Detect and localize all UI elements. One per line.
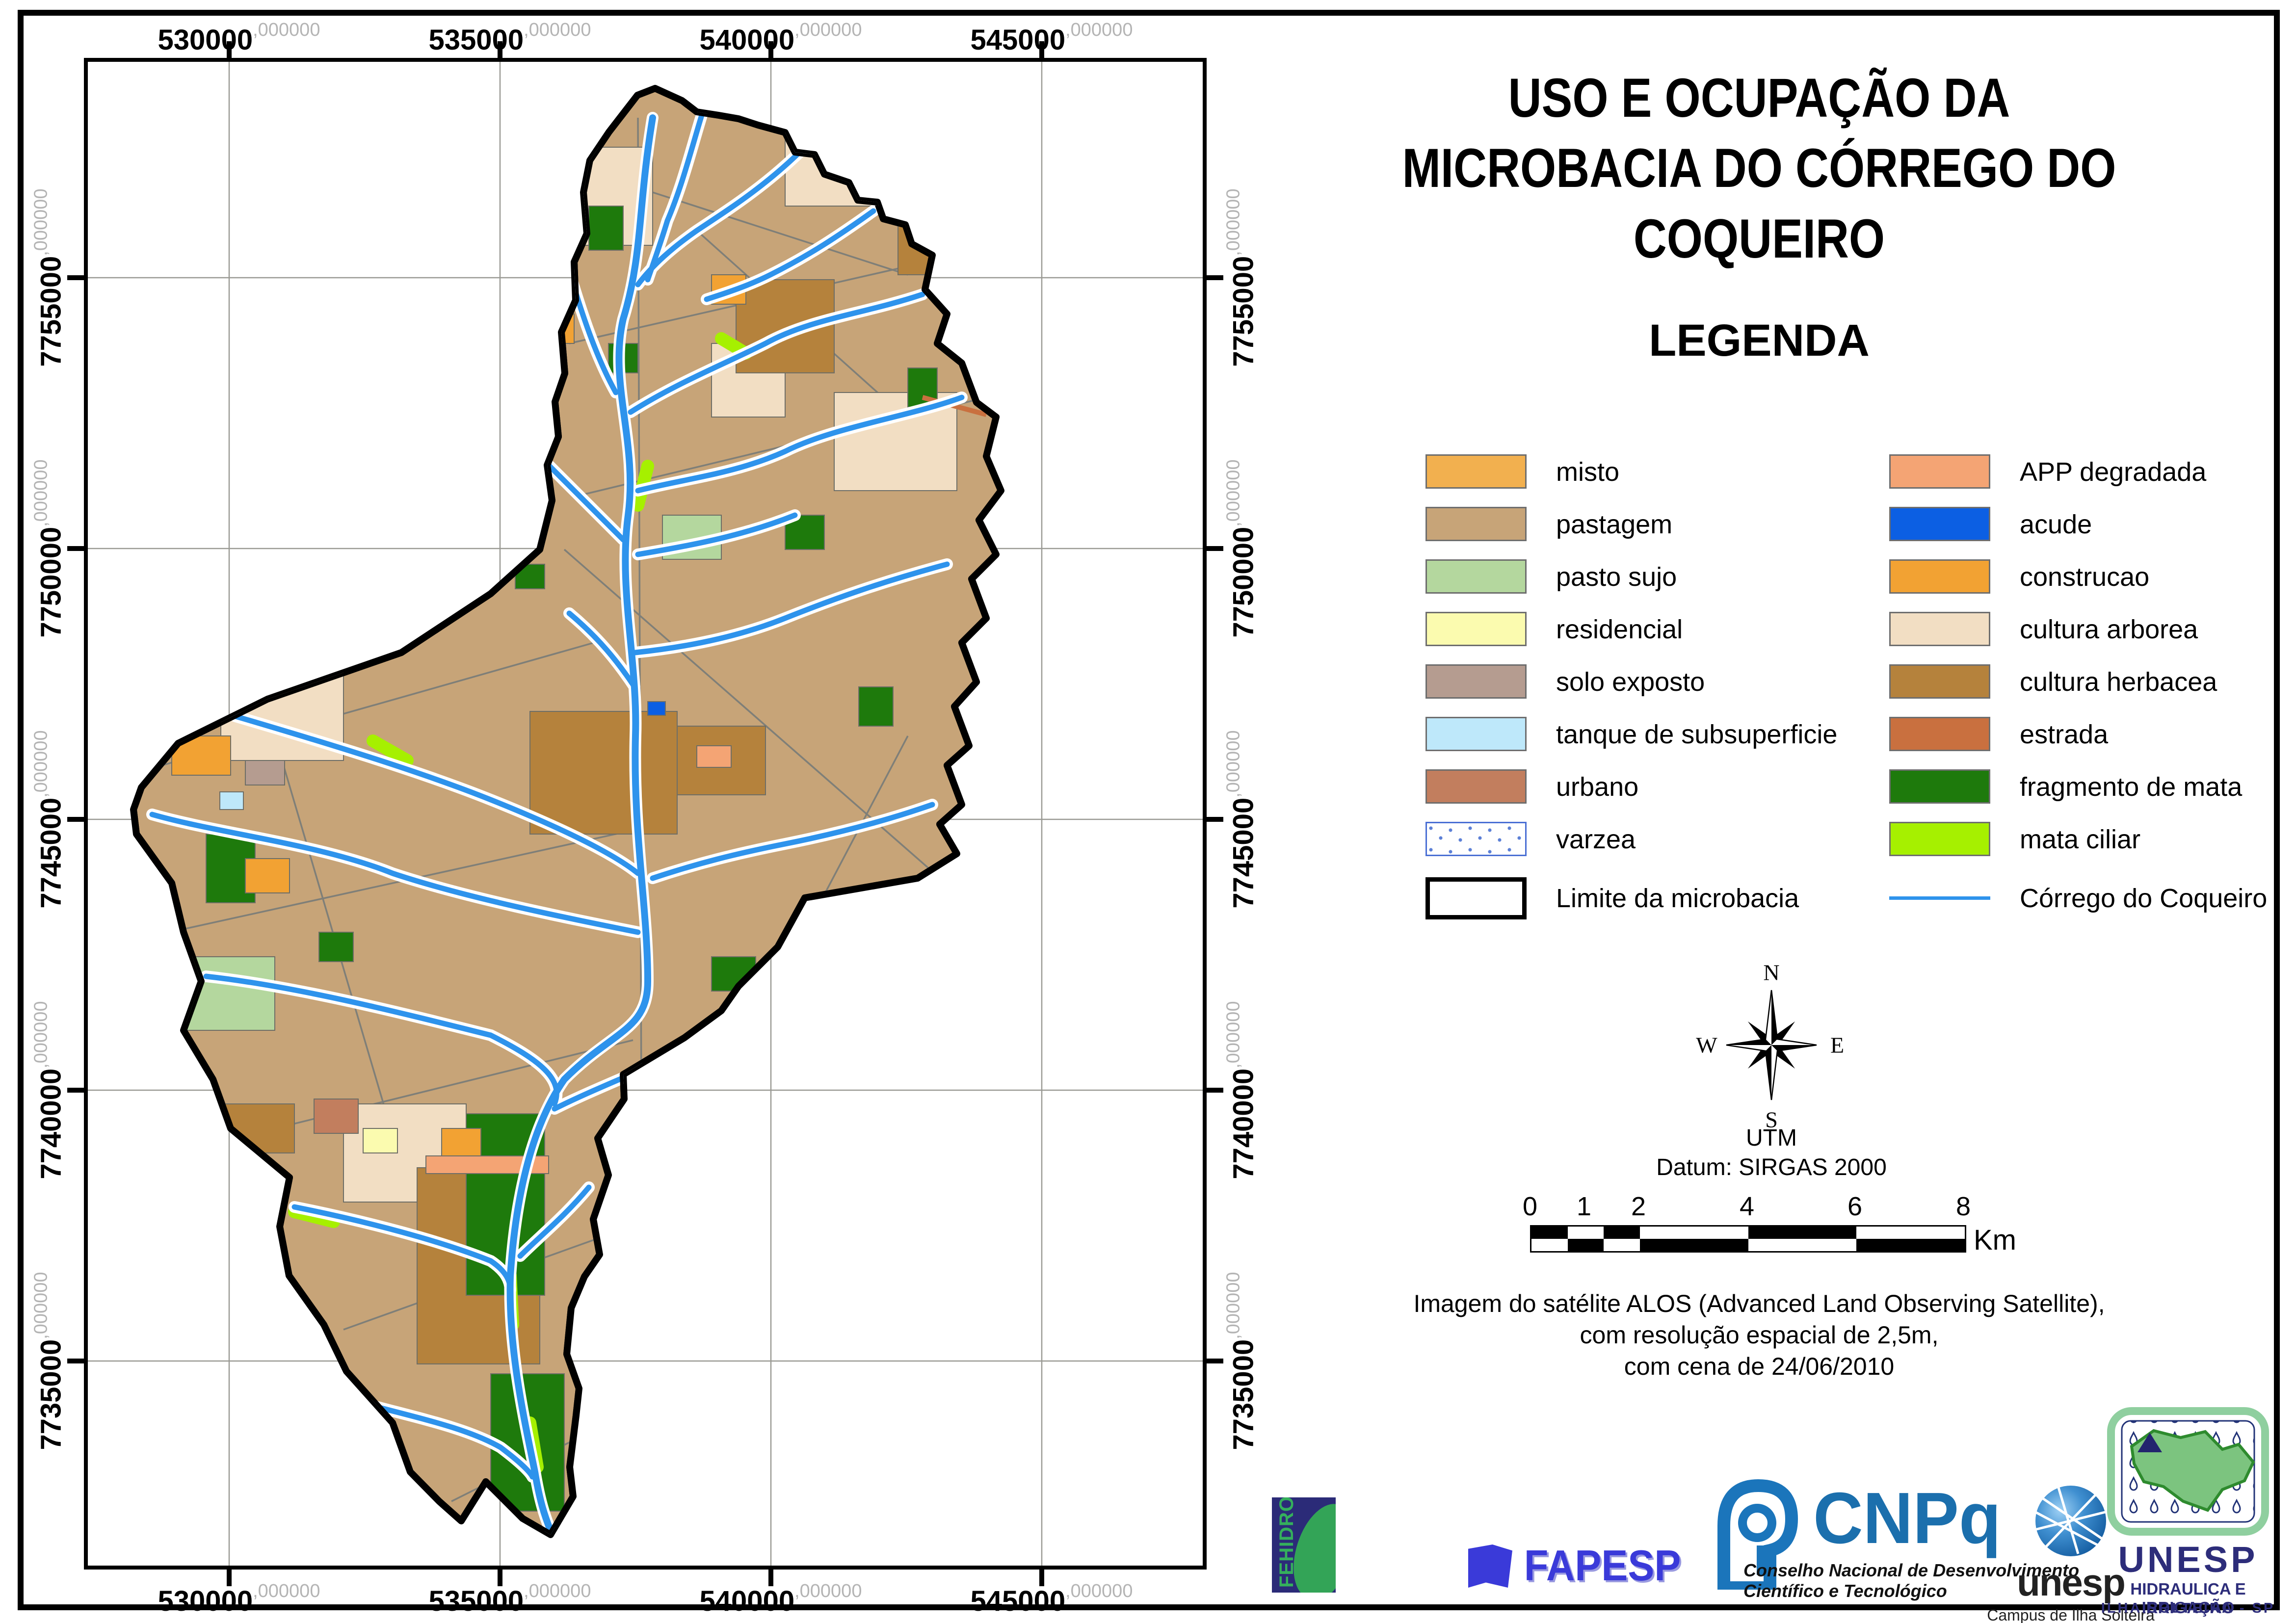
projection-datum: Datum: SIRGAS 2000 — [1656, 1154, 1887, 1180]
unesp-campus-label: Campus de Ilha Solteira — [1987, 1606, 2155, 1623]
scalebar-label-0: 0 — [1522, 1192, 1538, 1221]
stream-network — [149, 112, 965, 1534]
legend-swatch — [1889, 769, 1990, 804]
legend-swatch — [1425, 454, 1527, 489]
map-frame — [84, 58, 1207, 1570]
legend-swatch — [1425, 559, 1527, 594]
axis-label-bottom-2: 535000,000000 — [428, 1581, 591, 1617]
legend-swatch — [1425, 769, 1527, 804]
scalebar-label-4: 4 — [1739, 1192, 1755, 1221]
source-line3: com cena de 24/06/2010 — [1624, 1353, 1895, 1380]
scalebar-label-6: 6 — [1847, 1192, 1863, 1221]
unesp-hidraulica-subtitle2: ILHA SOLTEIRA - SP — [2101, 1600, 2275, 1616]
page-title: USO E OCUPAÇÃO DA MICROBACIA DO CÓRREGO … — [1328, 63, 2190, 274]
scalebar-label-2: 2 — [1631, 1192, 1646, 1221]
axis-label-left-4: 7740000,000000 — [30, 1001, 67, 1179]
axis-label-left-5: 7735000,000000 — [30, 1272, 67, 1450]
scalebar-label-1: 1 — [1576, 1192, 1592, 1221]
legend-swatch — [1889, 822, 1990, 856]
legend-swatch-varzea — [1425, 822, 1527, 856]
legend-swatch — [1889, 454, 1990, 489]
axis-label-bottom-1: 530000,000000 — [158, 1581, 320, 1617]
unesp-hidraulica-logo: UNESP HIDRAULICA E IRRIGAÇÃO ILHA SOLTEI… — [2101, 1407, 2273, 1617]
axis-label-top-4: 545000,000000 — [970, 20, 1133, 56]
compass-rose-icon — [1726, 990, 1817, 1100]
legend-swatch — [1889, 664, 1990, 699]
scale-bar — [1530, 1225, 1966, 1253]
axis-label-top-1: 530000,000000 — [158, 20, 320, 56]
legend-swatch — [1889, 507, 1990, 541]
compass-n-label: N — [1763, 960, 1780, 985]
cnpq-label: CNPq — [1813, 1478, 2001, 1559]
axis-ticks — [67, 41, 1223, 1586]
legend-swatch — [1889, 559, 1990, 594]
axis-label-left-3: 7745000,000000 — [30, 730, 67, 909]
axis-label-left-2: 7750000,000000 — [30, 459, 67, 638]
unesp-hidraulica-label: UNESP — [2118, 1539, 2258, 1580]
legend-swatch — [1425, 664, 1527, 699]
source-line2: com resolução espacial de 2,5m, — [1580, 1321, 1939, 1349]
axis-label-top-2: 535000,000000 — [428, 20, 591, 56]
cnpq-subtitle-line2: Científico e Tecnológico — [1743, 1581, 1947, 1601]
projection-utm: UTM — [1746, 1125, 1797, 1151]
fehidro-logo: FEHIDRO — [1272, 1497, 1336, 1593]
sao-paulo-map-icon — [2107, 1407, 2269, 1536]
axis-label-right-3: 7745000,000000 — [1223, 730, 1260, 909]
stream-line-symbol — [1889, 896, 1990, 900]
compass-e-label: E — [1830, 1032, 1845, 1058]
legend-swatch-limite — [1425, 877, 1527, 919]
legend-swatch — [1425, 507, 1527, 541]
map-canvas — [67, 41, 1223, 1586]
compass-s-label: S — [1765, 1107, 1778, 1132]
compass-w-label: W — [1696, 1032, 1717, 1058]
axis-label-right-4: 7740000,000000 — [1223, 1001, 1260, 1179]
outer-neatline — [18, 10, 2280, 1610]
legend-swatch — [1889, 717, 1990, 751]
fapesp-flag-icon — [1468, 1544, 1512, 1588]
axis-label-left-1: 7755000,000000 — [30, 188, 67, 367]
unesp-hidraulica-subtitle1: HIDRAULICA E IRRIGAÇÃO — [2130, 1580, 2246, 1617]
source-line1: Imagem do satélite ALOS (Advanced Land O… — [1413, 1290, 2105, 1317]
legend-title: LEGENDA — [1649, 315, 1870, 366]
legend-swatch — [1425, 717, 1527, 751]
title-line1: USO E OCUPAÇÃO DA — [1508, 67, 2010, 129]
unesp-label: unesp — [2017, 1561, 2126, 1604]
axis-label-right-2: 7750000,000000 — [1223, 459, 1260, 638]
unesp-globe-icon — [2034, 1486, 2106, 1556]
cnpq-head-icon — [1717, 1479, 1798, 1594]
legend-swatch — [1889, 612, 1990, 646]
scalebar-unit: Km — [1974, 1224, 2016, 1256]
cnpq-subtitle-line1: Conselho Nacional de Desenvolvimento — [1743, 1560, 2080, 1580]
legend-swatch — [1425, 612, 1527, 646]
axis-label-bottom-4: 545000,000000 — [970, 1581, 1133, 1617]
cnpq-logo: CNPq Conselho Nacional de Desenvolviment… — [1704, 1472, 2079, 1601]
axis-label-top-3: 540000,000000 — [699, 20, 862, 56]
scalebar-label-8: 8 — [1955, 1192, 1971, 1221]
unesp-logo: unesp Campus de Ilha Solteira — [1987, 1483, 2155, 1623]
title-line2: MICROBACIA DO CÓRREGO DO COQUEIRO — [1402, 137, 2116, 269]
axis-label-bottom-3: 540000,000000 — [699, 1581, 862, 1617]
fapesp-label: FAPESP — [1524, 1541, 1681, 1590]
fapesp-logo: FAPESP — [1468, 1541, 1684, 1592]
fehidro-label: FEHIDRO — [1276, 1497, 1297, 1588]
